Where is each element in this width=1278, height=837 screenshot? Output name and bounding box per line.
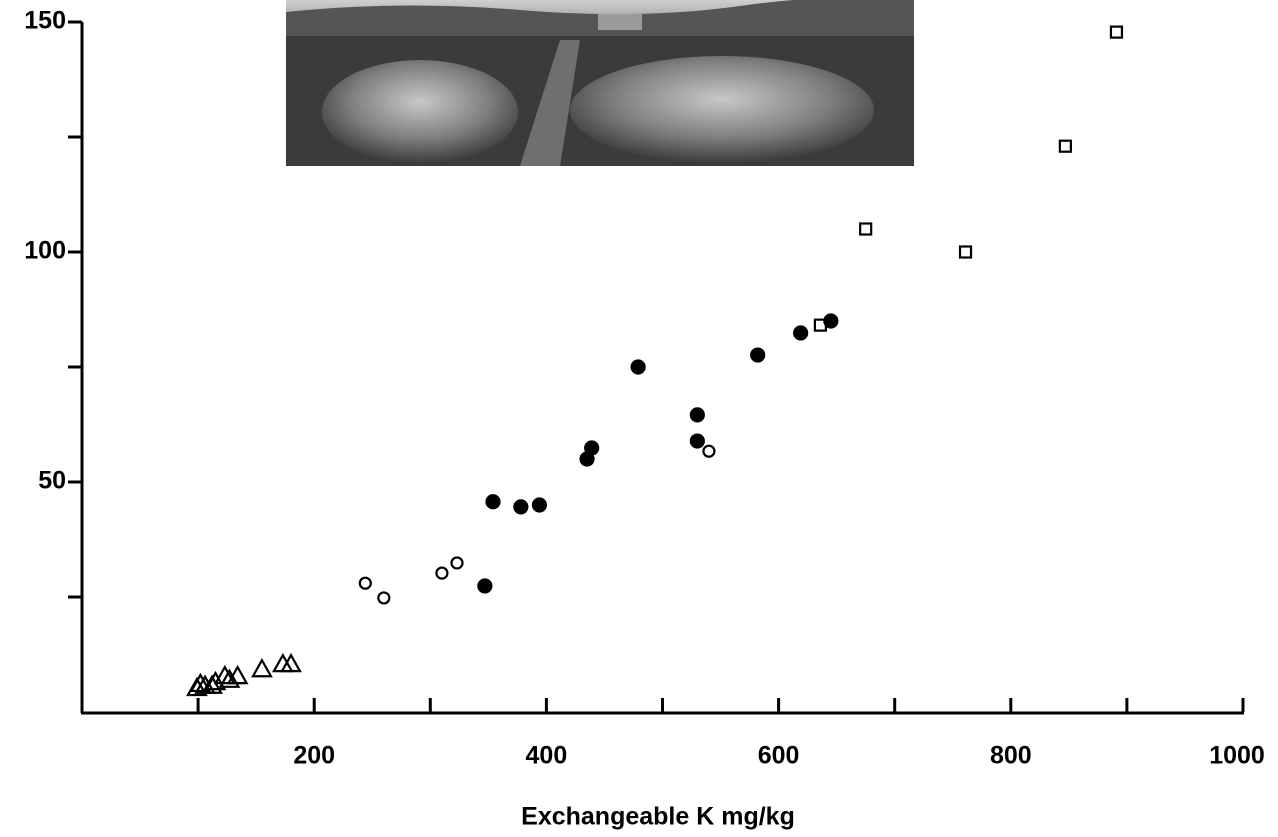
point — [251, 657, 273, 678]
point — [213, 664, 236, 685]
point — [689, 407, 705, 423]
y-tick-label: 100 — [24, 237, 66, 265]
y-tick-label: 50 — [38, 467, 66, 495]
point — [358, 576, 372, 590]
point — [689, 433, 705, 449]
point — [280, 652, 302, 673]
point — [226, 664, 249, 685]
point — [1109, 25, 1124, 39]
x-tick-label: 1000 — [1209, 742, 1265, 770]
point — [750, 347, 766, 363]
point — [477, 578, 493, 594]
point — [531, 497, 548, 513]
point — [584, 440, 600, 456]
point — [189, 672, 212, 693]
x-tick-label: 800 — [990, 742, 1032, 770]
point — [435, 566, 449, 580]
point — [793, 325, 809, 341]
point — [450, 556, 464, 570]
x-tick-label: 400 — [526, 742, 568, 770]
point — [823, 313, 839, 329]
point — [859, 222, 873, 236]
point — [485, 494, 501, 510]
point — [958, 245, 973, 259]
x-tick-label: 200 — [293, 742, 335, 770]
point — [201, 674, 223, 694]
point — [377, 591, 391, 605]
point — [204, 670, 227, 691]
point — [1058, 139, 1072, 153]
point — [702, 444, 716, 458]
point — [630, 359, 646, 375]
point — [513, 499, 529, 515]
x-axis-label: Exchangeable K mg/kg — [521, 803, 795, 831]
photo-inset — [286, 0, 914, 166]
point — [813, 318, 827, 332]
y-tick-label: 150 — [24, 7, 66, 35]
x-tick-label: 600 — [758, 742, 800, 770]
point — [218, 668, 241, 688]
